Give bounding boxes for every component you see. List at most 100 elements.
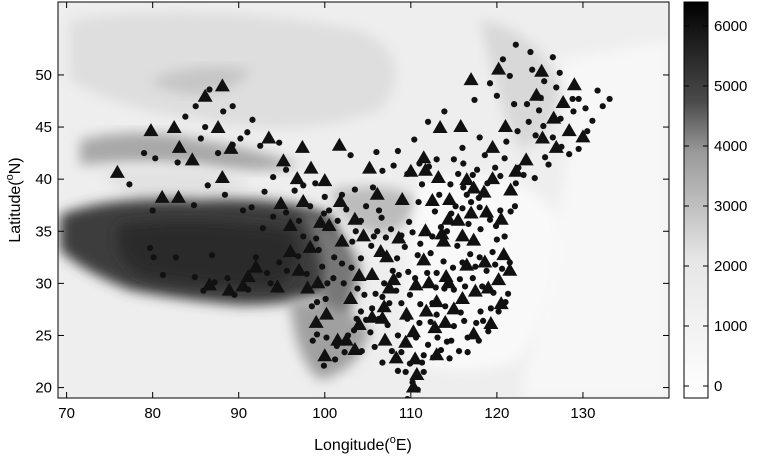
station-triangle-marker [351, 268, 367, 282]
station-circle-marker [460, 160, 467, 167]
station-circle-marker [150, 254, 157, 261]
station-circle-marker [257, 142, 264, 149]
station-circle-marker [512, 41, 519, 48]
colorbar-gradient [683, 1, 709, 399]
station-triangle-marker [459, 172, 475, 186]
station-circle-marker [503, 138, 510, 145]
station-triangle-marker [409, 367, 425, 381]
station-circle-marker [437, 223, 445, 231]
station-circle-marker [448, 337, 455, 344]
station-triangle-marker [432, 120, 448, 134]
station-circle-marker [320, 210, 328, 217]
station-triangle-marker [416, 252, 432, 266]
station-circle-marker [206, 86, 213, 93]
colorbar-ticks: 0 1000 2000 3000 4000 5000 6000 [684, 18, 747, 395]
station-circle-marker [325, 207, 333, 214]
station-circle-marker [549, 134, 556, 141]
station-circle-marker [537, 94, 544, 101]
station-circle-marker [476, 134, 483, 141]
station-triangle-marker [330, 332, 346, 346]
station-circle-marker [446, 355, 453, 362]
station-circle-marker [464, 334, 471, 341]
station-circle-marker [570, 108, 577, 115]
station-triangle-marker [369, 186, 385, 200]
station-circle-marker [270, 213, 277, 220]
station-circle-marker [575, 145, 582, 153]
station-circle-marker [388, 348, 395, 355]
station-circle-marker [575, 95, 582, 103]
station-triangle-marker [555, 95, 571, 109]
station-circle-marker [467, 198, 475, 206]
station-circle-marker [282, 166, 290, 173]
station-circle-marker [200, 287, 207, 294]
station-circle-marker [276, 139, 283, 146]
station-circle-marker [556, 69, 563, 76]
station-circle-marker [370, 233, 377, 240]
station-triangle-marker [282, 217, 298, 231]
station-circle-marker [369, 305, 376, 312]
station-triangle-marker [303, 160, 319, 174]
station-triangle-marker [214, 170, 230, 184]
station-circle-marker [481, 152, 488, 159]
station-circle-marker [369, 184, 377, 191]
station-circle-marker [384, 321, 391, 329]
station-circle-marker [420, 352, 427, 359]
y-tick-label: 45 [35, 119, 52, 136]
station-circle-marker [244, 129, 251, 136]
station-circle-marker [532, 132, 539, 139]
station-triangle-marker [454, 290, 470, 304]
station-triangle-marker [308, 314, 324, 328]
station-circle-marker [349, 238, 356, 245]
station-triangle-marker [291, 262, 307, 276]
station-triangle-marker [405, 324, 421, 338]
station-circle-marker [354, 285, 361, 292]
station-circle-marker [312, 180, 319, 187]
station-triangle-marker [261, 130, 277, 144]
station-circle-marker [340, 280, 347, 287]
station-circle-marker [511, 203, 519, 210]
station-circle-marker [477, 308, 484, 315]
station-circle-marker [334, 217, 341, 224]
station-circle-marker [398, 300, 405, 307]
station-circle-marker [527, 48, 534, 56]
station-circle-marker [357, 217, 365, 224]
station-triangle-marker [497, 118, 513, 132]
station-circle-marker [378, 214, 385, 221]
station-triangle-marker [223, 140, 239, 154]
station-circle-marker [506, 259, 513, 266]
station-circle-marker [344, 332, 352, 339]
station-circle-marker [276, 259, 283, 266]
station-triangle-marker [441, 275, 457, 289]
station-triangle-marker [566, 77, 582, 91]
station-circle-marker [331, 254, 338, 261]
station-triangle-marker [398, 334, 414, 348]
station-triangle-marker [347, 342, 363, 356]
station-circle-marker [332, 356, 339, 363]
station-circle-marker [401, 243, 408, 250]
station-triangle-marker [421, 275, 437, 289]
station-circle-marker [495, 308, 502, 315]
station-circle-marker [375, 315, 383, 322]
station-circle-marker [463, 191, 470, 198]
station-circle-marker [483, 267, 490, 274]
station-circle-marker [510, 101, 518, 108]
station-circle-marker [507, 208, 514, 215]
elevation-background [58, 2, 669, 398]
station-triangle-marker [300, 280, 316, 294]
station-circle-marker [149, 207, 156, 214]
station-circle-marker [159, 271, 167, 279]
station-circle-marker [501, 233, 508, 240]
station-circle-marker [237, 135, 244, 142]
station-circle-marker [457, 309, 464, 316]
x-axis-label-main: Longitude( [314, 437, 390, 454]
station-circle-marker [486, 80, 494, 87]
station-circle-marker [476, 204, 483, 211]
y-tick-label: 50 [35, 67, 52, 84]
colorbar-tick-label: 4000 [714, 138, 747, 155]
station-circle-marker [569, 95, 576, 103]
station-circle-marker [417, 240, 424, 247]
station-circle-marker [424, 341, 432, 348]
station-triangle-marker [434, 226, 450, 240]
station-circle-marker [190, 202, 198, 209]
station-triangle-marker [109, 164, 125, 178]
